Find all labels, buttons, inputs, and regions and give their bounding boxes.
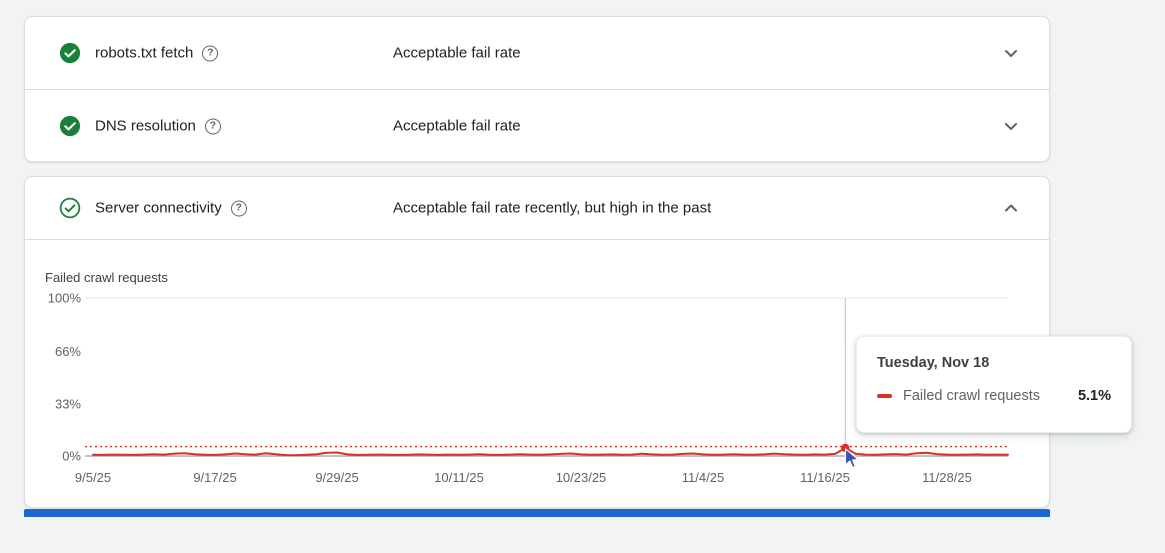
row-divider xyxy=(25,239,1049,240)
host-status-row-server-connectivity[interactable]: Server connectivity ? Acceptable fail ra… xyxy=(25,177,1049,239)
row-status-text: Acceptable fail rate xyxy=(393,44,521,62)
x-tick-label: 9/29/25 xyxy=(315,470,358,485)
host-status-card-server-connectivity: Server connectivity ? Acceptable fail ra… xyxy=(24,176,1132,508)
failed-crawl-requests-line xyxy=(92,446,1009,457)
tooltip-series-label: Failed crawl requests xyxy=(903,388,1040,404)
y-tick-label: 0% xyxy=(62,449,81,464)
tooltip-date: Tuesday, Nov 18 xyxy=(877,355,990,371)
help-icon[interactable]: ? xyxy=(204,118,221,134)
next-section-blue-edge xyxy=(24,509,1050,517)
check-circle-filled-icon xyxy=(59,115,81,137)
help-icon[interactable]: ? xyxy=(230,200,247,216)
row-divider xyxy=(25,89,1049,90)
x-tick-label: 9/5/25 xyxy=(75,470,111,485)
series-swatch-icon xyxy=(877,394,892,398)
check-circle-outline-icon xyxy=(59,197,81,219)
row-label: DNS resolution xyxy=(95,117,196,135)
chart-tooltip: Tuesday, Nov 18 Failed crawl requests 5.… xyxy=(856,336,1132,433)
x-tick-label: 11/16/25 xyxy=(800,470,850,485)
chart-title: Failed crawl requests xyxy=(45,270,168,285)
x-tick-label: 10/23/25 xyxy=(556,470,607,485)
row-status-text: Acceptable fail rate xyxy=(393,117,521,135)
x-tick-label: 11/4/25 xyxy=(682,470,724,485)
hover-point xyxy=(841,443,850,453)
x-tick-label: 11/28/25 xyxy=(922,470,972,485)
y-tick-label: 66% xyxy=(55,344,81,359)
check-circle-filled-icon xyxy=(59,42,81,64)
x-tick-label: 9/17/25 xyxy=(193,470,236,485)
x-tick-label: 10/11/25 xyxy=(434,470,484,485)
chevron-up-icon[interactable] xyxy=(999,196,1023,220)
row-label: Server connectivity xyxy=(95,199,222,217)
tooltip-series-row: Failed crawl requests 5.1% xyxy=(877,388,1111,404)
chevron-down-icon[interactable] xyxy=(999,41,1023,65)
host-status-card-top: robots.txt fetch ? Acceptable fail rate … xyxy=(24,16,1050,162)
chevron-down-icon[interactable] xyxy=(999,114,1023,138)
line-chart-canvas[interactable]: 100% 66% 33% 0% 9/5/25 9/17/25 9/29/25 10/11/25… xyxy=(25,240,1049,508)
tooltip-value: 5.1% xyxy=(1077,388,1111,404)
failed-crawl-requests-chart: Failed crawl requests 100% 66% 33% 0% 9/5/25… xyxy=(25,240,1132,508)
help-icon[interactable]: ? xyxy=(202,45,219,61)
row-status-text: Acceptable fail rate recently, but high … xyxy=(393,199,712,217)
host-status-row-dns[interactable]: DNS resolution ? Acceptable fail rate xyxy=(25,90,1049,162)
host-status-row-robots[interactable]: robots.txt fetch ? Acceptable fail rate xyxy=(25,17,1049,89)
row-label: robots.txt fetch xyxy=(95,44,194,62)
y-tick-label: 33% xyxy=(55,396,81,411)
y-tick-label: 100% xyxy=(48,291,82,306)
